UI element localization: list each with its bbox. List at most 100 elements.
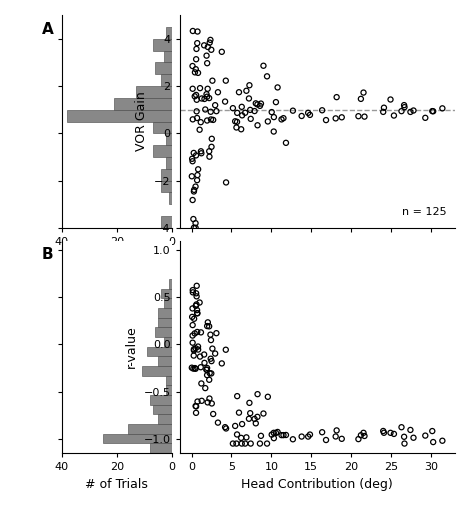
Point (229, 439, 237, 447)
Point (401, 101, 408, 109)
Point (192, 302, 200, 310)
Point (218, 48, 226, 56)
Point (208, 143, 215, 151)
Point (218, 359, 226, 367)
Point (201, 384, 209, 392)
Point (190, 346, 198, 354)
Point (245, 415, 253, 423)
Y-axis label: VOR Gain: VOR Gain (136, 92, 148, 151)
Point (192, 219, 200, 227)
Point (198, 149, 205, 157)
Bar (169, 192, 172, 204)
Point (333, 93, 340, 101)
Text: A: A (42, 22, 54, 37)
Point (251, 415, 258, 423)
Point (274, 428, 282, 436)
Point (192, 365, 200, 373)
Point (282, 139, 290, 147)
Point (193, 107, 201, 116)
Bar (166, 385, 172, 395)
Point (201, 105, 209, 114)
Bar (158, 414, 172, 424)
Point (429, 107, 437, 116)
Point (203, 59, 211, 67)
Point (355, 435, 362, 443)
Point (197, 363, 204, 371)
Point (338, 435, 346, 443)
Point (204, 84, 211, 93)
Bar (158, 308, 172, 318)
Point (357, 95, 365, 103)
Point (189, 157, 196, 165)
Point (390, 430, 398, 438)
Point (206, 394, 213, 403)
Bar (164, 298, 172, 308)
Point (207, 336, 215, 344)
Point (193, 39, 201, 47)
Point (254, 121, 261, 129)
Bar (153, 405, 172, 414)
Point (203, 365, 210, 374)
Point (206, 39, 213, 47)
Point (398, 423, 405, 431)
Point (257, 432, 265, 440)
Point (213, 329, 220, 337)
Text: B: B (42, 247, 54, 262)
Point (247, 115, 255, 123)
Point (379, 108, 387, 116)
Point (272, 98, 280, 106)
Point (206, 369, 213, 377)
Bar (166, 376, 172, 385)
Point (204, 399, 211, 407)
Point (306, 431, 314, 439)
Point (222, 178, 230, 186)
Bar (136, 86, 172, 98)
Point (192, 402, 200, 410)
Point (319, 106, 326, 115)
Point (193, 306, 201, 314)
Bar (128, 424, 172, 434)
Point (379, 427, 387, 435)
Point (238, 439, 246, 447)
Point (360, 429, 367, 437)
Point (380, 104, 388, 112)
Point (190, 352, 198, 360)
Point (190, 215, 197, 223)
Point (289, 435, 297, 443)
Point (270, 429, 277, 437)
Bar (161, 169, 172, 181)
Bar (164, 51, 172, 63)
Point (196, 298, 203, 306)
Point (189, 304, 196, 313)
Point (360, 89, 367, 97)
Point (263, 439, 271, 447)
Bar (153, 145, 172, 157)
Point (387, 429, 394, 437)
Point (198, 379, 205, 387)
Point (192, 151, 200, 159)
Bar (164, 337, 172, 347)
Point (222, 425, 230, 433)
Point (410, 434, 417, 442)
Point (304, 109, 312, 117)
Point (280, 114, 287, 122)
Bar (161, 289, 172, 298)
Point (272, 429, 280, 437)
Point (201, 95, 208, 103)
Bar (153, 39, 172, 51)
Bar (166, 133, 172, 145)
Point (194, 69, 202, 77)
Point (188, 155, 196, 163)
Bar (161, 216, 172, 228)
Point (306, 111, 314, 119)
Point (197, 147, 205, 155)
Point (235, 88, 243, 96)
Point (192, 65, 200, 73)
Point (252, 99, 260, 107)
Bar (158, 356, 172, 366)
Point (191, 329, 199, 337)
Point (196, 84, 204, 92)
Point (319, 428, 326, 436)
Point (268, 108, 275, 116)
Point (210, 410, 217, 418)
